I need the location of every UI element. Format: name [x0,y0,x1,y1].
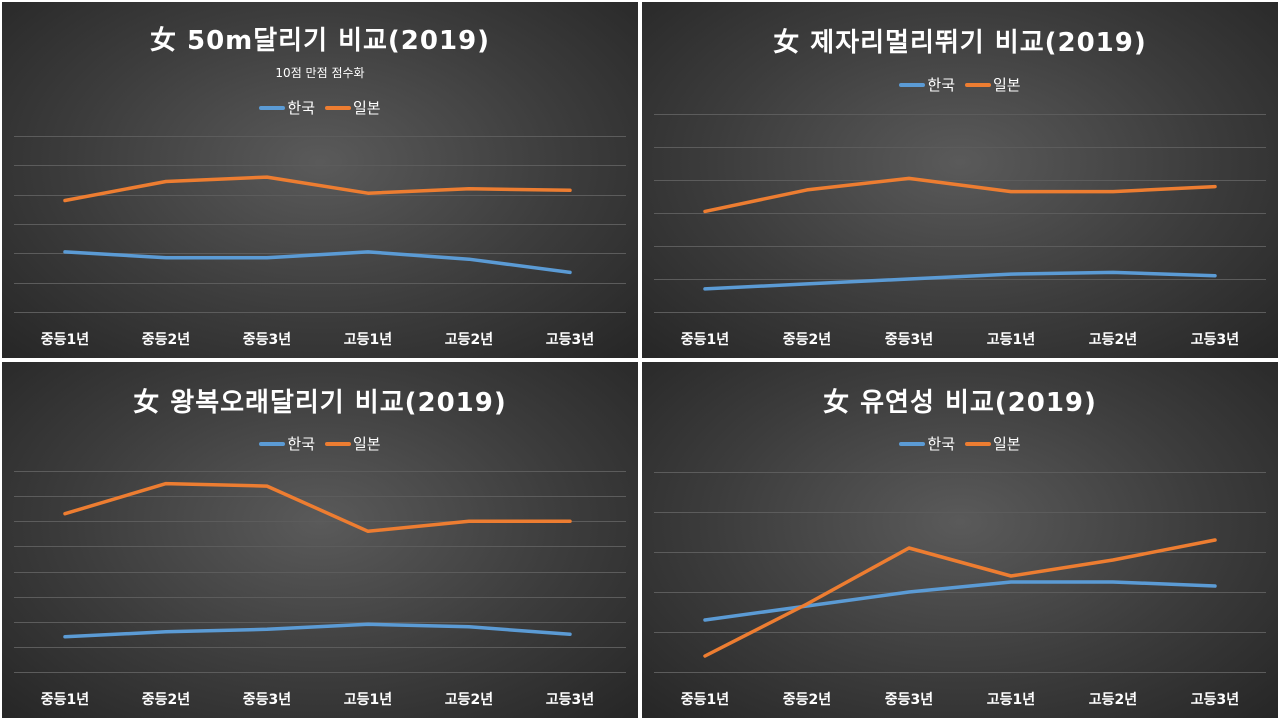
chart-panel-long-jump: 女 제자리멀리뛰기 비교(2019) 한국 일본 중등1년 중등2년 중등3년 고등1… [642,2,1278,358]
legend-item-korea: 한국 [259,97,315,118]
legend-item-korea: 한국 [259,433,315,454]
x-axis-tick-label: 고등2년 [445,692,493,708]
legend-label-korea: 한국 [287,99,315,117]
x-axis-tick-label: 중등3년 [885,692,933,708]
chart-legend: 한국 일본 [642,433,1278,454]
x-axis-tick-label: 고등1년 [987,332,1035,348]
line-chart-50m: 중등1년 중등2년 중등3년 고등1년 고등2년 고등3년 [14,136,626,348]
series-line-korea [63,622,572,639]
line-chart-shuttle-run: 중등1년 중등2년 중등3년 고등1년 고등2년 고등3년 [14,471,626,708]
x-axis-tick-label: 중등1년 [41,332,89,348]
chart-legend: 한국 일본 [642,74,1278,95]
legend-item-japan: 일본 [325,97,381,118]
legend-swatch-japan [965,82,991,87]
legend-swatch-japan [325,441,351,446]
legend-swatch-korea [899,441,926,446]
chart-panel-flexibility: 女 유연성 비교(2019) 한국 일본 중등1년 중등2년 중등3년 고등1년 고등2… [642,362,1278,718]
x-axis-tick-label: 고등2년 [1089,332,1137,348]
series-line-korea [703,580,1217,622]
legend-label-japan: 일본 [353,99,381,117]
legend-item-korea: 한국 [899,433,955,454]
legend-item-japan: 일본 [965,433,1021,454]
legend-swatch-korea [259,105,286,110]
x-axis-tick-label: 중등2년 [783,692,831,708]
legend-item-japan: 일본 [325,433,381,454]
chart-legend: 한국 일본 [2,433,638,454]
x-axis-tick-label: 고등3년 [546,332,594,348]
chart-title: 女 50m달리기 비교(2019) [149,26,491,56]
x-axis-tick-label: 중등3년 [885,332,933,348]
line-chart-long-jump: 중등1년 중등2년 중등3년 고등1년 고등2년 고등3년 [654,114,1266,348]
x-axis-tick-label: 중등2년 [142,692,190,708]
legend-swatch-korea [899,82,926,87]
legend-label-korea: 한국 [927,76,955,94]
series-line-korea [63,250,572,275]
legend-swatch-japan [325,105,351,110]
chart-title: 女 제자리멀리뛰기 비교(2019) [773,28,1147,58]
legend-item-japan: 일본 [965,74,1021,95]
series-line-korea [703,270,1217,291]
series-line-japan [703,176,1217,214]
legend-label-korea: 한국 [287,435,315,453]
legend-item-korea: 한국 [899,74,955,95]
series-line-japan [703,538,1217,658]
legend-swatch-korea [259,441,286,446]
x-axis-tick-label: 고등3년 [546,692,594,708]
x-axis-tick-label: 중등3년 [243,332,291,348]
series-line-japan [63,481,572,534]
x-axis-tick-label: 중등2년 [783,332,831,348]
chart-legend: 한국 일본 [2,97,638,118]
legend-label-japan: 일본 [353,435,381,453]
chart-panel-50m: 女 50m달리기 비교(2019) 10점 만점 점수화 한국 일본 중등1년 중… [2,2,638,358]
legend-label-japan: 일본 [993,435,1021,453]
x-axis-tick-label: 중등1년 [681,692,729,708]
series-line-japan [63,175,572,203]
x-axis-tick-label: 고등3년 [1191,332,1239,348]
x-axis-tick-label: 고등2년 [445,332,493,348]
legend-label-korea: 한국 [927,435,955,453]
x-axis-tick-label: 고등1년 [987,692,1035,708]
x-axis-tick-label: 중등1년 [41,692,89,708]
chart-panel-shuttle-run: 女 왕복오래달리기 비교(2019) 한국 일본 중등1년 중등2년 중등3년 고등1… [2,362,638,718]
x-axis-tick-label: 고등1년 [344,692,392,708]
x-axis-tick-label: 고등3년 [1191,692,1239,708]
x-axis-tick-label: 중등2년 [142,332,190,348]
x-axis-tick-label: 고등1년 [344,332,392,348]
legend-label-japan: 일본 [993,76,1021,94]
legend-swatch-japan [965,441,991,446]
chart-title: 女 유연성 비교(2019) [823,388,1097,418]
x-axis-tick-label: 중등1년 [681,332,729,348]
x-axis-tick-label: 고등2년 [1089,692,1137,708]
chart-subtitle: 10점 만점 점수화 [275,66,365,80]
x-axis-tick-label: 중등3년 [243,692,291,708]
line-chart-flexibility: 중등1년 중등2년 중등3년 고등1년 고등2년 고등3년 [654,472,1266,708]
chart-title: 女 왕복오래달리기 비교(2019) [133,388,507,418]
